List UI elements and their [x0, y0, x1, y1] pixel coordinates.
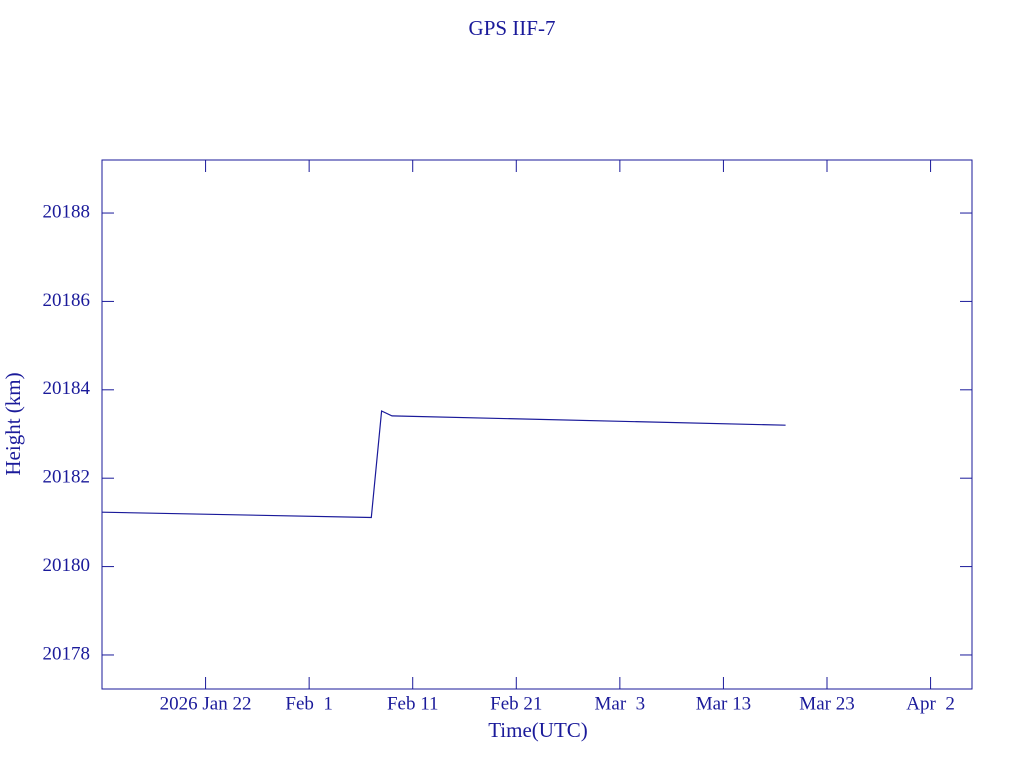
plot-frame	[101, 159, 973, 690]
x-tick-label: Feb 1	[285, 693, 333, 714]
y-tick-label: 20180	[43, 555, 91, 576]
y-tick-label: 20184	[43, 378, 91, 399]
y-tick-label: 20188	[43, 201, 91, 222]
x-tick-label: Mar 3	[595, 693, 646, 714]
x-tick-label: Apr 2	[906, 693, 955, 714]
x-axis-label: Time(UTC)	[488, 718, 588, 742]
data-line	[101, 410, 786, 519]
y-tick-label: 20178	[43, 643, 91, 664]
x-tick-label: Feb 21	[490, 693, 542, 714]
x-tick-label: Mar 13	[696, 693, 751, 714]
x-tick-label: Mar 23	[799, 693, 854, 714]
x-tick-label: 2026 Jan 22	[160, 693, 252, 714]
y-tick-label: 20182	[43, 467, 91, 488]
y-axis-label: Height (km)	[1, 372, 25, 475]
y-tick-label: 20186	[43, 290, 91, 311]
x-tick-label: Feb 11	[387, 693, 439, 714]
chart-title: GPS IIF-7	[469, 16, 556, 40]
